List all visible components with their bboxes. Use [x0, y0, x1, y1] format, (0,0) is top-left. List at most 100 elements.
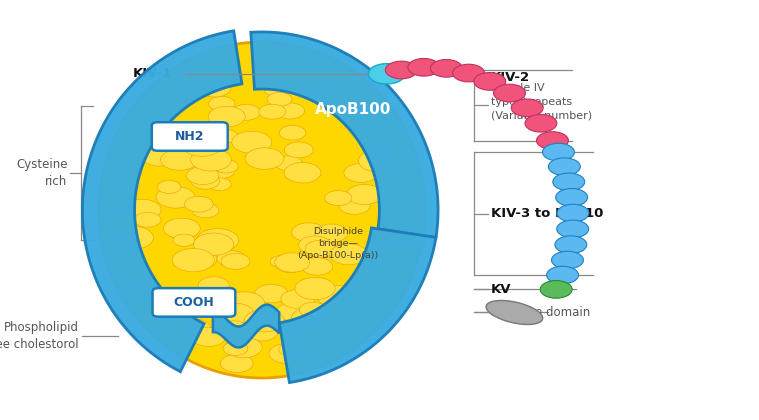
Circle shape	[367, 238, 389, 250]
Text: KIV-3 to KIV-10: KIV-3 to KIV-10	[491, 207, 603, 220]
Circle shape	[295, 277, 335, 299]
Polygon shape	[250, 32, 438, 238]
Circle shape	[255, 284, 288, 303]
Polygon shape	[279, 228, 436, 383]
Circle shape	[557, 220, 589, 238]
Circle shape	[231, 104, 260, 120]
Circle shape	[346, 184, 383, 205]
Circle shape	[553, 173, 584, 191]
Text: COOH: COOH	[173, 296, 214, 309]
Circle shape	[307, 241, 337, 258]
Circle shape	[317, 285, 357, 307]
Circle shape	[355, 102, 377, 114]
Circle shape	[231, 131, 272, 153]
Circle shape	[393, 227, 424, 244]
Circle shape	[157, 181, 181, 194]
Circle shape	[315, 224, 348, 242]
Circle shape	[214, 160, 238, 173]
Circle shape	[208, 178, 231, 191]
Circle shape	[408, 58, 439, 76]
Circle shape	[305, 240, 335, 257]
Circle shape	[182, 134, 222, 156]
Circle shape	[493, 84, 525, 102]
Circle shape	[301, 258, 332, 275]
Circle shape	[555, 236, 587, 254]
Circle shape	[297, 348, 319, 360]
Circle shape	[224, 292, 264, 314]
Polygon shape	[83, 31, 242, 372]
Circle shape	[225, 337, 262, 358]
Text: KIV-1: KIV-1	[133, 67, 172, 80]
Circle shape	[285, 142, 313, 158]
FancyBboxPatch shape	[152, 122, 228, 151]
Circle shape	[276, 304, 307, 320]
Circle shape	[543, 143, 575, 161]
Circle shape	[358, 149, 400, 172]
Circle shape	[320, 337, 344, 350]
Text: Phospholipid
Free cholestorol: Phospholipid Free cholestorol	[0, 321, 79, 351]
Circle shape	[194, 233, 234, 255]
Circle shape	[207, 163, 235, 178]
Circle shape	[178, 71, 213, 91]
Circle shape	[329, 244, 367, 265]
Circle shape	[301, 84, 330, 100]
Circle shape	[285, 326, 310, 339]
Circle shape	[247, 324, 278, 341]
Circle shape	[198, 277, 229, 294]
Circle shape	[245, 148, 284, 169]
Circle shape	[117, 280, 159, 303]
Circle shape	[244, 310, 285, 332]
Text: KIV-2: KIV-2	[491, 71, 531, 84]
Circle shape	[222, 321, 246, 334]
Circle shape	[192, 203, 219, 218]
Circle shape	[259, 104, 286, 119]
Circle shape	[344, 163, 378, 182]
Circle shape	[276, 103, 304, 119]
Circle shape	[362, 139, 393, 157]
Circle shape	[220, 354, 254, 373]
Circle shape	[264, 83, 288, 96]
Circle shape	[284, 163, 321, 183]
Circle shape	[213, 129, 238, 143]
Circle shape	[267, 92, 292, 106]
Circle shape	[325, 191, 352, 206]
Circle shape	[556, 189, 587, 206]
Circle shape	[546, 266, 578, 284]
Circle shape	[339, 197, 370, 214]
Circle shape	[557, 204, 589, 222]
Circle shape	[191, 327, 225, 346]
Circle shape	[368, 64, 405, 84]
Text: NH2: NH2	[175, 130, 204, 143]
Circle shape	[161, 150, 198, 170]
Ellipse shape	[486, 300, 543, 325]
Circle shape	[181, 249, 217, 269]
Text: Protease domain: Protease domain	[491, 306, 591, 319]
Circle shape	[102, 204, 131, 220]
Circle shape	[298, 236, 331, 254]
Circle shape	[156, 186, 195, 208]
Circle shape	[191, 149, 231, 171]
Text: ApoB100: ApoB100	[315, 102, 391, 117]
Circle shape	[552, 251, 584, 269]
FancyBboxPatch shape	[153, 288, 235, 317]
Text: Kringle IV
type 2 repeats
(Variable number): Kringle IV type 2 repeats (Variable numb…	[491, 83, 592, 121]
Circle shape	[221, 253, 250, 269]
Circle shape	[452, 64, 484, 82]
Circle shape	[191, 173, 219, 189]
Circle shape	[209, 96, 235, 111]
Circle shape	[198, 79, 231, 97]
Circle shape	[291, 223, 326, 241]
Circle shape	[112, 226, 153, 249]
Circle shape	[143, 148, 175, 166]
Circle shape	[512, 99, 543, 117]
Circle shape	[291, 307, 329, 328]
Circle shape	[474, 73, 505, 90]
Circle shape	[172, 249, 214, 272]
Circle shape	[184, 196, 213, 212]
Polygon shape	[213, 304, 279, 347]
Circle shape	[540, 281, 572, 298]
Circle shape	[123, 200, 161, 221]
Circle shape	[537, 132, 568, 150]
Circle shape	[178, 292, 216, 313]
Circle shape	[257, 68, 281, 82]
